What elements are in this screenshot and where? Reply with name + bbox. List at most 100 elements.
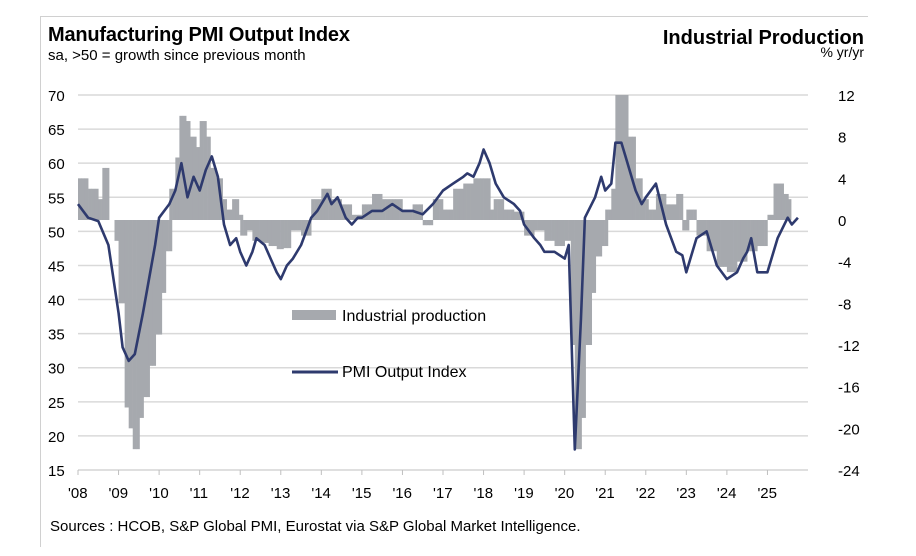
industrial-production-bar <box>486 178 491 220</box>
left-axis-tick-label: 60 <box>48 156 65 173</box>
industrial-production-bar <box>328 188 332 220</box>
x-axis-tick-label: '14 <box>311 485 331 502</box>
x-axis-tick-label: '23 <box>676 485 696 502</box>
industrial-production-bar <box>249 220 254 231</box>
industrial-production-bar <box>726 220 731 273</box>
industrial-production-bar <box>290 220 295 231</box>
left-axis-tick-label: 35 <box>48 327 65 344</box>
industrial-production-bar <box>781 193 786 220</box>
chart-frame <box>40 16 868 547</box>
industrial-production-bar <box>268 220 273 247</box>
right-axis-tick-label: -20 <box>838 421 860 438</box>
industrial-production-bar <box>146 220 150 398</box>
industrial-production-bar <box>733 220 738 273</box>
x-axis-tick-label: '17 <box>433 485 453 502</box>
industrial-production-bar <box>757 220 761 247</box>
left-axis-tick-label: 30 <box>48 361 65 378</box>
industrial-production-bar <box>463 183 467 220</box>
industrial-production-bar <box>155 220 159 335</box>
left-axis-tick-label: 20 <box>48 429 65 446</box>
industrial-production-bar <box>183 121 188 220</box>
industrial-production-bar <box>263 220 268 243</box>
axes: 70656055504540353025201512840-4-8-12-16-… <box>48 88 860 502</box>
industrial-production-bar <box>375 193 380 220</box>
industrial-production-bar <box>740 220 745 262</box>
industrial-production-bar <box>301 220 305 236</box>
industrial-production-bar <box>136 220 141 418</box>
industrial-production-bar <box>682 220 686 231</box>
left-axis-tick-label: 45 <box>48 258 65 275</box>
industrial-production-bar <box>132 220 137 450</box>
industrial-production-bar <box>459 188 464 220</box>
industrial-production-bar <box>503 209 508 220</box>
industrial-production-bar <box>361 204 366 220</box>
industrial-production-bar <box>189 136 194 220</box>
legend: Industrial production PMI Output Index <box>292 308 486 381</box>
industrial-production-bar <box>720 220 724 267</box>
industrial-production-bar <box>554 220 559 247</box>
industrial-production-bar <box>260 220 265 243</box>
right-axis-tick-label: 0 <box>838 213 846 230</box>
industrial-production-bar <box>446 209 451 220</box>
industrial-production-bar <box>507 209 511 220</box>
left-axis-tick-label: 50 <box>48 224 65 241</box>
industrial-production-bar <box>686 209 691 220</box>
industrial-production-bar <box>213 167 217 220</box>
industrial-production-bar <box>672 204 677 220</box>
industrial-production-bar <box>582 220 586 418</box>
industrial-production-bar <box>159 220 163 293</box>
industrial-production-bar <box>439 199 444 220</box>
industrial-production-bar <box>118 220 123 304</box>
industrial-production-bar <box>625 136 630 220</box>
x-axis-tick-label: '10 <box>149 485 169 502</box>
industrial-production-bar <box>199 121 204 220</box>
industrial-production-bar <box>114 220 119 241</box>
industrial-production-bar <box>456 188 461 220</box>
industrial-production-bar <box>91 188 96 220</box>
industrial-production-bar <box>243 220 248 236</box>
industrial-production-bar <box>223 199 228 220</box>
industrial-production-bar <box>685 220 690 231</box>
industrial-production-bar <box>534 220 538 231</box>
industrial-production-bar <box>598 220 603 257</box>
right-axis-tick-label: -12 <box>838 338 860 355</box>
industrial-production-bar <box>604 220 609 247</box>
industrial-production-bar <box>743 220 748 262</box>
x-axis-tick-label: '13 <box>271 485 291 502</box>
x-axis-tick-label: '25 <box>757 485 777 502</box>
left-axis-tick-label: 65 <box>48 122 65 139</box>
industrial-production-bar <box>226 209 230 220</box>
industrial-production-bar <box>669 204 674 220</box>
industrial-production-bar <box>753 220 758 252</box>
industrial-production-bar <box>641 199 646 220</box>
industrial-production-bar <box>645 209 650 220</box>
right-axis-tick-label: 4 <box>838 171 846 188</box>
industrial-production-bar <box>770 214 775 220</box>
x-axis-tick-label: '16 <box>392 485 412 502</box>
industrial-production-bar <box>621 95 626 220</box>
industrial-production-bar <box>517 211 522 220</box>
x-axis-tick-label: '18 <box>474 485 494 502</box>
industrial-production-bar <box>703 220 707 236</box>
industrial-production-bar <box>453 188 457 220</box>
industrial-production-bar <box>561 220 565 247</box>
industrial-production-bars <box>78 95 792 450</box>
industrial-production-bar <box>172 188 177 220</box>
industrial-production-bar <box>676 193 680 220</box>
industrial-production-bar <box>544 220 549 241</box>
industrial-production-bar <box>240 220 244 236</box>
industrial-production-bar <box>537 220 542 231</box>
industrial-production-bar <box>470 183 474 220</box>
x-axis-tick-label: '19 <box>514 485 534 502</box>
industrial-production-bar <box>527 220 532 236</box>
industrial-production-bar <box>422 220 427 226</box>
industrial-production-bar <box>239 214 244 220</box>
right-axis-tick-label: -16 <box>838 380 860 397</box>
industrial-production-bar <box>652 209 657 220</box>
industrial-production-bar <box>489 209 494 220</box>
industrial-production-bar <box>351 214 356 220</box>
industrial-production-bar <box>426 220 430 226</box>
industrial-production-bar <box>618 95 623 220</box>
industrial-production-bar <box>497 199 501 220</box>
x-axis-tick-label: '09 <box>109 485 129 502</box>
